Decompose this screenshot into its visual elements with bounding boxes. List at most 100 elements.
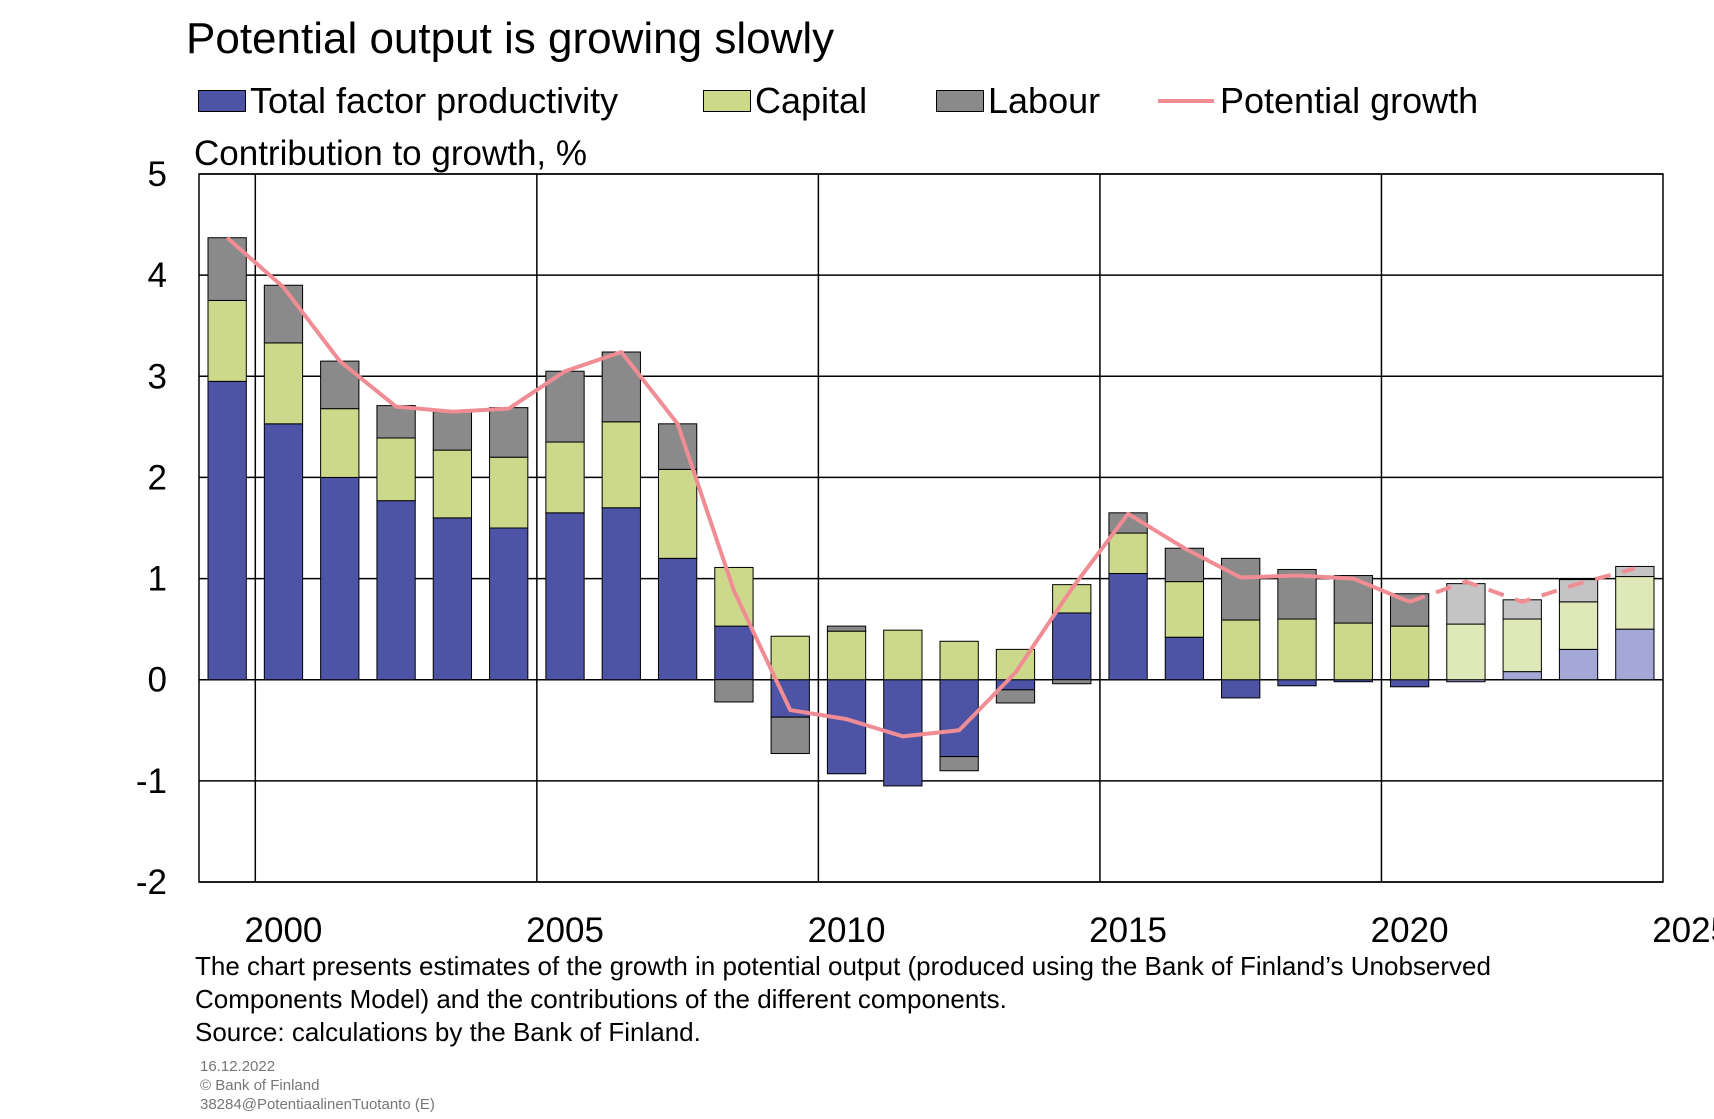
- bar-total-factor-productivity-2005: [545, 512, 585, 681]
- legend-swatch-potential-growth: [1158, 99, 1214, 103]
- note-line-1: The chart presents estimates of the grow…: [195, 951, 1491, 981]
- bar-capital-2022: [1502, 618, 1542, 673]
- bar-total-factor-productivity-2018: [1277, 679, 1317, 687]
- bar-total-factor-productivity-2002: [376, 500, 416, 681]
- bar-total-factor-productivity-2017: [1221, 679, 1261, 699]
- legend-swatch-tfp: [198, 90, 246, 112]
- bar-total-factor-productivity-2010: [826, 679, 867, 775]
- bar-capital-2012: [939, 640, 979, 681]
- note-source: Source: calculations by the Bank of Finl…: [195, 1017, 701, 1047]
- bar-capital-2024: [1615, 576, 1655, 630]
- bar-capital-2000: [263, 342, 304, 425]
- x-tick-label: 2015: [1089, 911, 1167, 950]
- bar-labour-2013: [995, 689, 1036, 704]
- chart-axes: 5 4 3 2 1 0 -1 -2 2000 2005 2010 2015 2020 2025: [136, 155, 1714, 950]
- y-tick-label: 2: [148, 458, 167, 497]
- y-tick-label: -1: [136, 762, 167, 801]
- legend-item-labour: Labour: [936, 80, 1100, 122]
- bar-capital-2010: [826, 630, 867, 681]
- bar-capital-2020: [1389, 625, 1430, 681]
- y-tick-label: 5: [148, 155, 167, 194]
- y-tick-label: 1: [148, 560, 167, 599]
- bar-capital-2004: [489, 456, 529, 529]
- bar-total-factor-productivity-2023: [1558, 648, 1599, 681]
- bar-capital-2001: [320, 408, 360, 478]
- bar-labour-2008: [714, 679, 754, 703]
- bar-capital-2021: [1446, 623, 1486, 681]
- note-line-2: Components Model) and the contributions …: [195, 984, 1007, 1014]
- bar-labour-2024: [1615, 565, 1655, 578]
- bar-labour-2000: [263, 284, 304, 344]
- legend-label-capital: Capital: [755, 80, 868, 121]
- legend-swatch-capital: [703, 90, 751, 112]
- y-tick-label: -2: [136, 863, 167, 902]
- bar-total-factor-productivity-2006: [601, 507, 641, 681]
- bar-capital-2011: [883, 629, 923, 681]
- bar-total-factor-productivity-2008: [714, 625, 754, 681]
- bar-total-factor-productivity-1999: [207, 380, 247, 681]
- bar-total-factor-productivity-2000: [263, 423, 304, 681]
- bar-labour-2004: [489, 407, 529, 458]
- bar-total-factor-productivity-2014: [1052, 612, 1092, 681]
- bar-total-factor-productivity-2022: [1502, 671, 1542, 681]
- plot-frame: [198, 173, 1664, 883]
- bar-total-factor-productivity-2016: [1164, 636, 1205, 681]
- bar-capital-2017: [1221, 619, 1261, 681]
- bar-total-factor-productivity-2001: [320, 476, 360, 681]
- bar-capital-2002: [376, 437, 416, 502]
- legend-label-labour: Labour: [988, 80, 1101, 121]
- legend-label-potential-growth: Potential growth: [1220, 80, 1479, 121]
- chart-bars: [207, 237, 1655, 787]
- legend-label-tfp: Total factor productivity: [250, 80, 619, 121]
- bar-labour-2001: [320, 360, 360, 410]
- y-tick-label: 4: [148, 256, 167, 295]
- bar-labour-2010: [826, 625, 867, 632]
- bar-labour-2014: [1052, 679, 1092, 685]
- chart-legend: Total factor productivity Capital Labour…: [198, 80, 1598, 124]
- x-tick-label: 2000: [245, 911, 323, 950]
- legend-item-tfp: Total factor productivity: [198, 80, 618, 122]
- y-tick-label: 0: [148, 661, 167, 700]
- x-tick-label: 2010: [808, 911, 886, 950]
- bar-capital-1999: [207, 299, 247, 382]
- x-tick-label: 2025: [1652, 911, 1714, 950]
- bar-capital-2007: [657, 468, 698, 559]
- bar-capital-2023: [1558, 601, 1599, 650]
- bar-capital-2015: [1108, 532, 1148, 575]
- bar-labour-2021: [1446, 583, 1486, 625]
- bar-labour-2017: [1221, 557, 1261, 621]
- bar-total-factor-productivity-2024: [1615, 628, 1655, 681]
- y-axis-label: Contribution to growth, %: [194, 134, 587, 173]
- bar-labour-2002: [376, 405, 416, 439]
- bar-labour-2012: [939, 756, 979, 772]
- bar-total-factor-productivity-2007: [657, 557, 698, 681]
- chart-grid: [199, 173, 1663, 883]
- bar-labour-2009: [770, 716, 810, 755]
- bar-capital-2018: [1277, 618, 1317, 681]
- bar-capital-2019: [1333, 622, 1373, 681]
- bar-capital-2003: [432, 449, 473, 519]
- meta-date: 16.12.2022: [200, 1058, 276, 1075]
- y-tick-label: 3: [148, 357, 167, 396]
- bar-total-factor-productivity-2015: [1108, 573, 1148, 681]
- legend-item-potential-growth: Potential growth: [1158, 80, 1478, 122]
- potential-growth-line-forecast: [1408, 566, 1636, 604]
- bar-labour-2005: [545, 370, 585, 443]
- legend-item-capital: Capital: [703, 80, 867, 122]
- potential-growth-line: [225, 236, 1411, 739]
- bar-total-factor-productivity-2020: [1389, 679, 1430, 688]
- x-tick-label: 2005: [526, 911, 604, 950]
- bar-total-factor-productivity-2003: [432, 517, 473, 681]
- chart-line: [225, 236, 1636, 739]
- chart-meta: 16.12.2022 © Bank of Finland 38284@Poten…: [200, 1057, 435, 1114]
- meta-copyright: © Bank of Finland: [200, 1077, 320, 1094]
- bar-capital-2005: [545, 441, 585, 514]
- bar-total-factor-productivity-2004: [489, 527, 529, 681]
- chart-note: The chart presents estimates of the grow…: [195, 950, 1695, 1049]
- meta-code: 38284@PotentiaalinenTuotanto (E): [200, 1096, 435, 1113]
- legend-swatch-labour: [936, 90, 984, 112]
- bar-labour-2003: [432, 411, 473, 451]
- bar-capital-2016: [1164, 581, 1205, 638]
- x-tick-label: 2020: [1371, 911, 1449, 950]
